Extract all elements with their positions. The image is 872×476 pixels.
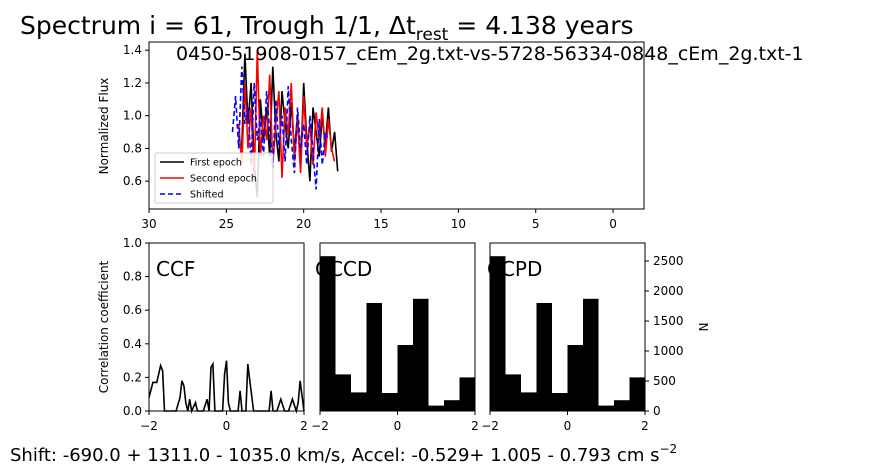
- cccd-bar: [459, 377, 475, 411]
- spectrum-xtick-label: 25: [219, 217, 234, 231]
- cccd-bar: [397, 345, 413, 411]
- spectrum-ytick-label: 1.2: [123, 76, 142, 90]
- ccf-xtick-label: −2: [140, 419, 158, 433]
- ccpd-bar: [567, 345, 583, 411]
- ccf-series-group: [148, 360, 305, 414]
- spectrum-panel: 30 25 20 15 10 5 0 0.6 0.8 1.0 1.2 1.4 Normalized F…: [97, 41, 804, 231]
- spectrum-xtick-label: 0: [609, 217, 617, 231]
- spectrum-xtick-label: 15: [373, 217, 388, 231]
- spectrum-xtick-label: 10: [451, 217, 466, 231]
- ccpd-ytick-label: 2000: [653, 284, 684, 298]
- cccd-bar: [320, 256, 336, 411]
- ccf-ytick-label: 0.6: [123, 303, 142, 317]
- ccpd-xtick-label: −2: [481, 419, 499, 433]
- spectrum-ytick-label: 1.0: [123, 109, 142, 123]
- ccpd-bar: [536, 303, 552, 411]
- ccf-curve: [148, 360, 305, 414]
- ccf-panel: −2 0 2 0.0 0.2 0.4 0.6 0.8 1.0 CCF Correlation c…: [97, 236, 308, 433]
- ccpd-ytick-label: 2500: [653, 254, 684, 268]
- ccpd-ytick-label: 1000: [653, 344, 684, 358]
- cccd-xtick-label: 2: [471, 419, 479, 433]
- ccf-ytick-label: 1.0: [123, 236, 142, 250]
- legend-label-second: Second epoch: [190, 174, 257, 185]
- spectrum-ytick-label: 0.6: [123, 174, 142, 188]
- ccpd-bars-group: [490, 256, 645, 411]
- spectrum-ticks: 30 25 20 15 10 5 0 0.6 0.8 1.0 1.2 1.4: [123, 43, 617, 231]
- shift-accel-summary: Shift: -690.0 + 1311.0 - 1035.0 km/s, Ac…: [10, 442, 677, 466]
- ccpd-bar: [552, 393, 568, 411]
- ccf-panel-label: CCF: [156, 257, 195, 281]
- ccpd-ytick-label: 500: [653, 374, 676, 388]
- spectrum-ylabel: Normalized Flux: [97, 78, 111, 175]
- cccd-bars-group: [320, 256, 475, 411]
- legend: First epoch Second epoch Shifted: [154, 152, 274, 204]
- cccd-bar: [413, 298, 429, 411]
- ccpd-panel-label: CCPD: [487, 257, 542, 281]
- ccpd-xtick-label: 0: [564, 419, 572, 433]
- cccd-panel-label: CCCD: [315, 257, 372, 281]
- spectrum-pair-id: 0450-51908-0157_cEm_2g.txt-vs-5728-56334…: [176, 43, 804, 65]
- cccd-xtick-label: 0: [394, 419, 402, 433]
- ccf-ytick-label: 0.4: [123, 337, 142, 351]
- ccpd-bar: [583, 298, 599, 411]
- spectrum-axes-frame: [148, 41, 645, 210]
- cccd-bar: [335, 374, 351, 411]
- spectrum-ytick-label: 0.8: [123, 141, 142, 155]
- cccd-panel: −2 0 2 CCCD: [311, 242, 479, 433]
- ccf-ytick-label: 0.0: [123, 404, 142, 418]
- ccpd-ylabel: N: [696, 323, 710, 332]
- cccd-bar: [444, 400, 460, 411]
- spectrum-xtick-label: 5: [532, 217, 540, 231]
- spectrum-ytick-label: 1.4: [123, 43, 142, 57]
- ccf-ticks: −2 0 2 0.0 0.2 0.4 0.6 0.8 1.0: [123, 236, 308, 433]
- ccpd-bar: [629, 377, 645, 411]
- ccpd-xtick-label: 2: [641, 419, 649, 433]
- spectrum-xtick-label: 20: [296, 217, 311, 231]
- cccd-bar: [428, 405, 444, 411]
- ccpd-bar: [614, 400, 630, 411]
- ccpd-bar: [490, 256, 506, 411]
- cccd-bar: [366, 303, 382, 411]
- cccd-bar: [382, 393, 398, 411]
- ccf-xtick-label: 0: [223, 419, 231, 433]
- ccpd-bar: [598, 405, 614, 411]
- cccd-bar: [351, 392, 367, 411]
- cccd-xtick-label: −2: [311, 419, 329, 433]
- ccpd-ytick-label: 1500: [653, 314, 684, 328]
- ccpd-ytick-label: 0: [653, 404, 661, 418]
- ccf-ytick-label: 0.2: [123, 370, 142, 384]
- spectrum-xtick-label: 30: [141, 217, 156, 231]
- figure-title: Spectrum i = 61, Trough 1/1, Δtrest = 4.…: [20, 11, 634, 45]
- ccf-xtick-label: 2: [300, 419, 308, 433]
- ccf-ylabel: Correlation coefficient: [97, 260, 111, 393]
- legend-label-shifted: Shifted: [190, 190, 223, 201]
- spectrum-series-shifted: [231, 66, 330, 190]
- ccf-ytick-label: 0.8: [123, 270, 142, 284]
- cccd-ticks: −2 0 2: [311, 411, 479, 433]
- legend-label-first: First epoch: [190, 158, 242, 169]
- ccpd-bar: [521, 392, 537, 411]
- ccpd-bar: [505, 374, 521, 411]
